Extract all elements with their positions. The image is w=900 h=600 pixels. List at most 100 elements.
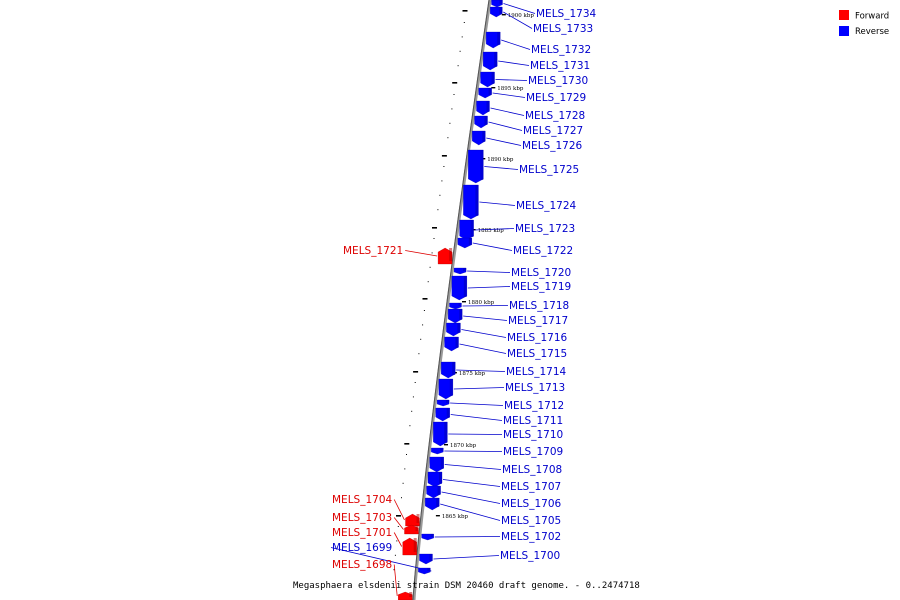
kbp-tick-mark <box>501 14 506 16</box>
kbp-tick-label: 1880 kbp <box>468 300 495 306</box>
gene-label-mels-1729[interactable]: MELS_1729 <box>526 92 586 104</box>
gene-feature-shade <box>482 131 486 142</box>
legend-reverse-swatch <box>839 26 849 36</box>
minor-tick <box>397 526 399 527</box>
leader-line <box>456 369 506 372</box>
gene-label-mels-1706[interactable]: MELS_1706 <box>501 498 561 510</box>
gene-label-mels-1734[interactable]: MELS_1734 <box>536 8 596 20</box>
leader-line <box>501 39 531 50</box>
gene-feature-shade <box>457 323 461 333</box>
gene-label-mels-1701[interactable]: MELS_1701 <box>332 527 392 539</box>
gene-label-mels-1707[interactable]: MELS_1707 <box>501 481 561 493</box>
gene-label-mels-1732[interactable]: MELS_1732 <box>531 44 591 56</box>
gene-feature-mels-1721[interactable] <box>437 247 453 265</box>
major-tick-left <box>441 155 447 157</box>
gene-feature-shade <box>488 88 492 95</box>
leader-line <box>459 343 507 354</box>
major-tick-left <box>422 298 428 300</box>
gene-label-mels-1705[interactable]: MELS_1705 <box>501 515 561 527</box>
gene-feature-shade <box>427 568 431 571</box>
gene-feature-mels-1698[interactable] <box>398 591 413 600</box>
minor-tick <box>427 281 429 283</box>
kbp-tick-label: 1870 kbp <box>450 443 477 449</box>
minor-tick <box>414 382 416 383</box>
gene-label-mels-1728[interactable]: MELS_1728 <box>525 110 585 122</box>
legend-reverse-label: Reverse <box>855 27 889 37</box>
gene-label-mels-1721[interactable]: MELS_1721 <box>343 245 403 257</box>
minor-tick <box>396 540 398 542</box>
gene-label-mels-1724[interactable]: MELS_1724 <box>516 200 576 212</box>
leader-line <box>467 270 511 273</box>
gene-label-mels-1708[interactable]: MELS_1708 <box>502 464 562 476</box>
leader-line <box>479 201 516 206</box>
gene-label-mels-1699[interactable]: MELS_1699 <box>332 542 392 554</box>
gene-label-mels-1733[interactable]: MELS_1733 <box>533 23 593 35</box>
leader-line <box>393 564 398 597</box>
gene-feature-shade <box>455 337 459 348</box>
gene-label-mels-1727[interactable]: MELS_1727 <box>523 125 583 137</box>
minor-tick <box>401 497 402 499</box>
kbp-tick-label: 1875 kbp <box>459 371 486 377</box>
leader-line <box>444 450 503 452</box>
kbp-tick-mark <box>444 444 448 446</box>
backbone-line <box>412 0 492 600</box>
gene-feature-shade <box>452 362 456 375</box>
gene-label-mels-1717[interactable]: MELS_1717 <box>508 315 568 327</box>
gene-label-mels-1703[interactable]: MELS_1703 <box>332 512 392 524</box>
minor-tick <box>437 209 439 211</box>
minor-tick <box>411 410 413 412</box>
gene-feature-shade <box>444 422 448 443</box>
gene-label-mels-1698[interactable]: MELS_1698 <box>332 559 392 571</box>
leader-line <box>393 532 403 547</box>
minor-tick <box>453 94 455 95</box>
gene-feature-mels-1703[interactable] <box>404 524 419 535</box>
leader-line <box>405 250 438 257</box>
tick-marks: 1900 kbp 1895 kbp 1890 kbp 1885 kbp 1880 kbp… <box>393 10 534 571</box>
gene-label-mels-1715[interactable]: MELS_1715 <box>507 348 567 360</box>
leader-line <box>498 60 530 66</box>
minor-tick <box>422 324 424 326</box>
gene-label-mels-1726[interactable]: MELS_1726 <box>522 140 582 152</box>
gene-label-mels-1700[interactable]: MELS_1700 <box>500 550 560 562</box>
gene-label-mels-1704[interactable]: MELS_1704 <box>332 494 392 506</box>
legend-forward-label: Forward <box>855 12 889 22</box>
gene-label-mels-1711[interactable]: MELS_1711 <box>503 415 563 427</box>
leader-line <box>442 479 501 487</box>
leader-line <box>453 387 505 390</box>
gene-label-mels-1730[interactable]: MELS_1730 <box>528 75 588 87</box>
gene-label-mels-1719[interactable]: MELS_1719 <box>511 281 571 293</box>
gene-label-mels-1723[interactable]: MELS_1723 <box>515 223 575 235</box>
gene-feature-shade <box>463 268 467 271</box>
gene-feature-mels-1701[interactable] <box>402 537 417 556</box>
gene-label-mels-1713[interactable]: MELS_1713 <box>505 382 565 394</box>
kbp-tick-label: 1865 kbp <box>442 514 469 520</box>
genome-backbone <box>412 0 492 600</box>
gene-label-mels-1714[interactable]: MELS_1714 <box>506 366 566 378</box>
leader-line <box>474 228 515 231</box>
leader-line <box>488 121 523 131</box>
gene-label-mels-1722[interactable]: MELS_1722 <box>513 245 573 257</box>
gene-label-mels-1718[interactable]: MELS_1718 <box>509 300 569 312</box>
minor-tick <box>463 22 465 23</box>
gene-label-mels-1716[interactable]: MELS_1716 <box>507 332 567 344</box>
gene-feature-shade <box>497 32 501 45</box>
gene-label-mels-1720[interactable]: MELS_1720 <box>511 267 571 279</box>
gene-label-mels-1712[interactable]: MELS_1712 <box>504 400 564 412</box>
kbp-tick-mark <box>491 87 496 89</box>
major-tick-left <box>452 82 458 84</box>
gene-feature-shade <box>459 309 463 320</box>
minor-tick <box>404 468 406 470</box>
gene-feature-shade <box>475 185 479 216</box>
gene-feature-shade <box>468 238 472 245</box>
gene-label-mels-1725[interactable]: MELS_1725 <box>519 164 579 176</box>
gene-feature-shade <box>499 7 503 14</box>
gene-label-mels-1710[interactable]: MELS_1710 <box>503 429 563 441</box>
gene-label-mels-1702[interactable]: MELS_1702 <box>501 531 561 543</box>
leader-line <box>503 3 536 14</box>
leader-line <box>490 107 525 116</box>
gene-label-mels-1709[interactable]: MELS_1709 <box>503 446 563 458</box>
gene-label-mels-1731[interactable]: MELS_1731 <box>530 60 590 72</box>
minor-tick <box>394 554 396 556</box>
minor-tick <box>420 338 422 340</box>
leader-line <box>484 166 519 170</box>
